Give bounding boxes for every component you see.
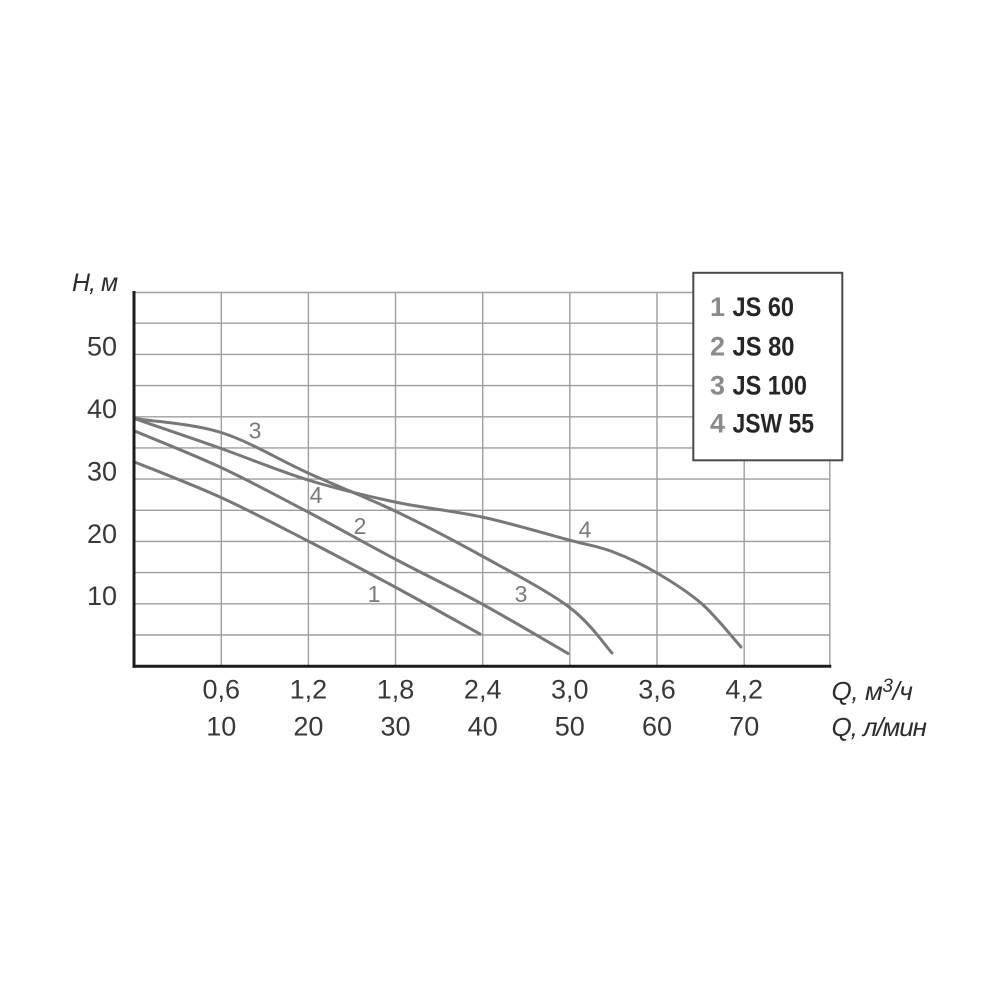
svg-text:60: 60 (642, 711, 672, 741)
svg-text:20: 20 (293, 711, 323, 741)
svg-text:Q, л/мин: Q, л/мин (832, 712, 927, 742)
svg-text:30: 30 (380, 711, 410, 741)
svg-text:3: 3 (710, 371, 725, 401)
svg-text:4,2: 4,2 (725, 674, 763, 704)
svg-text:JS 80: JS 80 (733, 331, 795, 361)
svg-text:1: 1 (710, 292, 725, 322)
svg-text:2: 2 (710, 331, 725, 361)
svg-text:JSW 55: JSW 55 (733, 409, 815, 439)
svg-text:Q, м3/ч: Q, м3/ч (832, 676, 913, 706)
svg-text:1,8: 1,8 (377, 674, 415, 704)
svg-text:10: 10 (87, 581, 117, 611)
svg-text:2: 2 (354, 513, 367, 539)
svg-text:4: 4 (310, 482, 323, 508)
svg-text:40: 40 (468, 711, 498, 741)
svg-text:10: 10 (206, 711, 236, 741)
svg-text:50: 50 (87, 332, 117, 362)
svg-text:30: 30 (87, 456, 117, 486)
svg-text:H, м: H, м (72, 269, 118, 297)
svg-text:3: 3 (249, 418, 262, 444)
svg-text:3: 3 (515, 581, 528, 607)
svg-text:1,2: 1,2 (290, 674, 328, 704)
svg-text:40: 40 (87, 394, 117, 424)
svg-text:4: 4 (579, 517, 592, 543)
svg-text:JS 100: JS 100 (733, 371, 808, 401)
svg-text:20: 20 (87, 519, 117, 549)
svg-text:4: 4 (710, 409, 725, 439)
svg-text:50: 50 (555, 711, 585, 741)
svg-text:1: 1 (368, 581, 381, 607)
svg-text:0,6: 0,6 (203, 674, 241, 704)
svg-text:70: 70 (729, 711, 759, 741)
svg-text:JS 60: JS 60 (733, 292, 795, 322)
svg-text:3,0: 3,0 (551, 674, 589, 704)
svg-text:2,4: 2,4 (464, 674, 502, 704)
svg-text:3,6: 3,6 (638, 674, 676, 704)
